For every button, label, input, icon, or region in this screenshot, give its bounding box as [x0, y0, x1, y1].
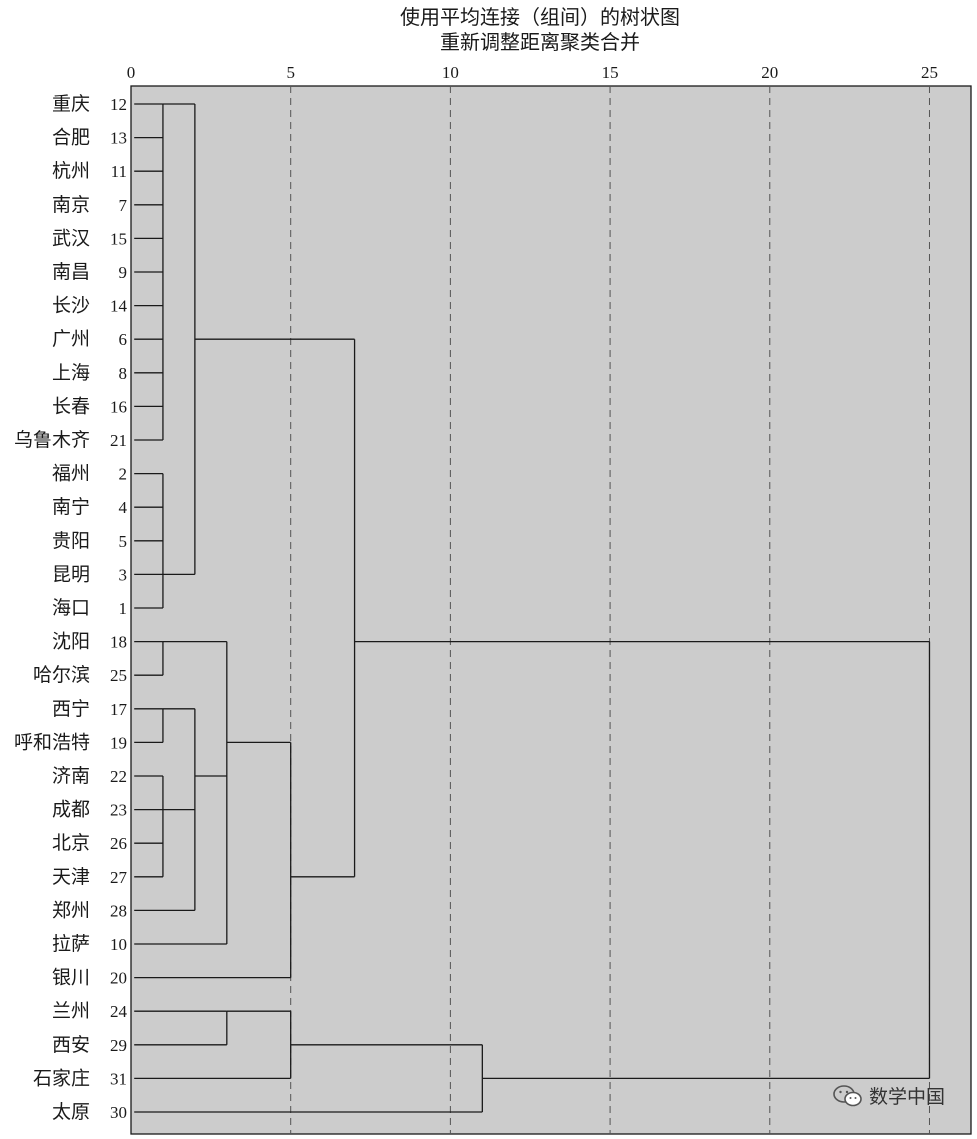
leaf-case-number: 31 [110, 1069, 127, 1088]
leaf-city-label: 武汉 [52, 227, 90, 249]
leaf-city-label: 银川 [52, 967, 90, 989]
x-tick-label-10: 10 [442, 63, 459, 82]
leaf-city-label: 天津 [52, 866, 90, 888]
leaf-case-number: 17 [110, 700, 128, 719]
leaf-city-label: 沈阳 [52, 631, 90, 653]
leaf-city-label: 长春 [52, 395, 90, 417]
leaf-city-label: 郑州 [52, 899, 90, 921]
leaf-case-number: 1 [119, 599, 128, 618]
leaf-case-number: 25 [110, 666, 127, 685]
leaf-case-number: 8 [119, 364, 128, 383]
watermark: 数学中国 [833, 1082, 945, 1109]
leaf-city-label: 呼和浩特 [14, 731, 90, 753]
dendrogram-links [134, 103, 931, 1113]
leaf-city-label: 长沙 [52, 295, 90, 317]
leaf-case-number: 2 [119, 465, 128, 484]
leaf-city-label: 北京 [52, 832, 90, 854]
leaf-case-number: 14 [110, 297, 128, 316]
x-tick-label-20: 20 [761, 63, 778, 82]
leaf-case-number: 10 [110, 935, 127, 954]
leaf-case-number: 23 [110, 801, 127, 820]
leaf-case-number: 19 [110, 733, 127, 752]
leaf-case-number: 12 [110, 95, 127, 114]
watermark-text: 数学中国 [868, 1086, 945, 1108]
leaf-case-number: 13 [110, 129, 127, 148]
leaf-city-label: 兰州 [52, 1000, 90, 1022]
plot-area [130, 85, 972, 1135]
leaf-case-number: 11 [111, 162, 127, 181]
leaf-city-label: 上海 [52, 362, 90, 384]
leaf-city-label: 西安 [52, 1034, 90, 1056]
leaf-case-number: 4 [119, 498, 128, 517]
leaf-case-number: 7 [119, 196, 128, 215]
leaf-city-label: 广州 [52, 328, 90, 350]
x-tick-label-25: 25 [921, 63, 938, 82]
leaf-case-number: 20 [110, 969, 127, 988]
leaf-case-number: 18 [110, 633, 127, 652]
x-tick-label-15: 15 [602, 63, 619, 82]
chart-title: 使用平均连接（组间）的树状图 [400, 5, 680, 29]
x-tick-label-0: 0 [127, 63, 136, 82]
leaf-case-number: 28 [110, 901, 127, 920]
leaf-case-number: 30 [110, 1103, 127, 1122]
grid-lines [290, 86, 930, 1134]
leaf-city-label: 拉萨 [52, 933, 90, 955]
leaf-city-label: 太原 [52, 1101, 90, 1123]
leaf-case-number: 27 [110, 868, 128, 887]
leaf-case-number: 6 [119, 330, 128, 349]
leaf-case-number: 21 [110, 431, 127, 450]
leaf-city-label: 乌鲁木齐 [14, 429, 90, 451]
leaf-case-number: 16 [110, 397, 127, 416]
leaf-city-label: 哈尔滨 [33, 664, 90, 686]
leaf-city-label: 福州 [52, 463, 90, 485]
leaf-case-number: 9 [119, 263, 128, 282]
leaf-city-label: 西宁 [52, 698, 90, 720]
leaf-city-label: 南宁 [52, 496, 90, 518]
leaf-case-number: 15 [110, 229, 127, 248]
leaf-city-label: 重庆 [52, 93, 90, 115]
chart-subtitle: 重新调整距离聚类合并 [440, 30, 640, 54]
leaf-city-label: 石家庄 [33, 1067, 90, 1089]
leaf-case-number: 3 [119, 565, 128, 584]
leaf-case-number: 22 [110, 767, 127, 786]
leaf-city-label: 贵阳 [52, 530, 90, 552]
leaf-city-label: 济南 [52, 765, 90, 787]
leaf-city-label: 杭州 [52, 160, 90, 182]
leaf-case-number: 24 [110, 1002, 128, 1021]
leaf-city-label: 成都 [52, 799, 90, 821]
wechat-icon [833, 1084, 862, 1106]
leaf-case-number: 26 [110, 834, 127, 853]
leaf-case-number: 5 [119, 532, 128, 551]
leaf-city-label: 南京 [52, 194, 90, 216]
leaf-city-label: 南昌 [52, 261, 90, 283]
x-tick-label-5: 5 [286, 63, 295, 82]
x-axis-ticks: 0 5 10 15 20 25 [127, 63, 938, 82]
leaf-city-label: 海口 [52, 597, 90, 619]
leaf-city-label: 合肥 [52, 127, 90, 149]
leaf-case-number: 29 [110, 1036, 127, 1055]
leaf-city-label: 昆明 [52, 563, 90, 585]
